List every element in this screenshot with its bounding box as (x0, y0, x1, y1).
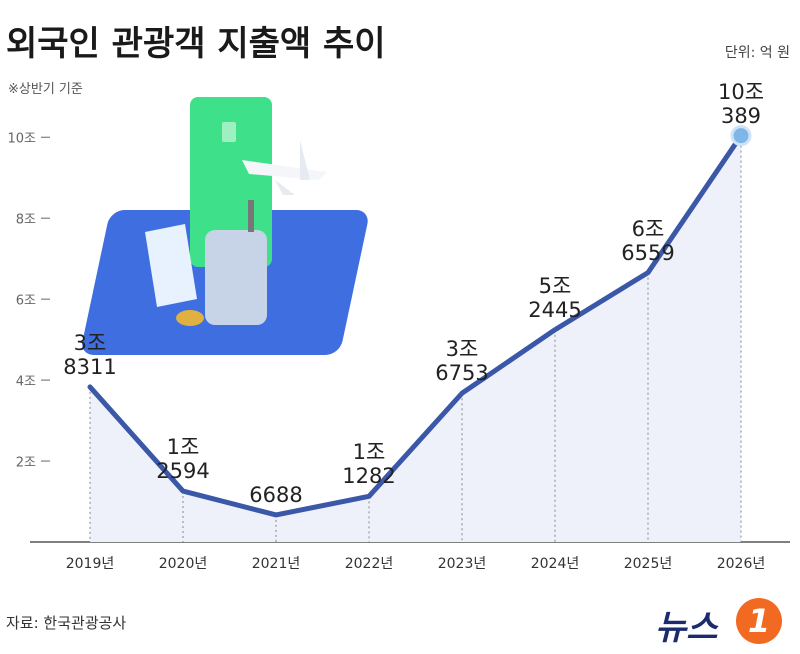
y-tick-label: 10조 (7, 131, 36, 147)
value-label: 3조 8311 (63, 330, 117, 379)
unit-label: 단위: 억 원 (724, 45, 790, 61)
area (90, 135, 741, 542)
value-label: 1조 2594 (156, 435, 210, 484)
x-tick-label: 2022년 (344, 556, 394, 572)
value-label: 6688 (249, 482, 303, 507)
x-tick-label: 2019년 (65, 556, 115, 572)
logo-number: 1 (736, 598, 782, 644)
x-tick-label: 2020년 (158, 556, 208, 572)
x-tick-label: 2024년 (530, 556, 580, 572)
value-label: 5조 2445 (528, 273, 582, 322)
y-tick-label: 6조 (15, 293, 36, 309)
value-label: 1조 1282 (342, 440, 396, 489)
x-tick-label: 2026년 (716, 556, 766, 572)
note: ※상반기 기준 (8, 82, 83, 97)
logo-text: 뉴스 (655, 608, 718, 648)
source: 자료: 한국관광공사 (6, 614, 127, 632)
x-tick-label: 2025년 (623, 556, 673, 572)
y-tick-label: 8조 (15, 212, 36, 228)
value-label: 6조 6559 (621, 216, 675, 265)
value-label: 10조389 (717, 79, 765, 128)
end-marker (730, 125, 752, 147)
x-tick-label: 2021년 (251, 556, 301, 572)
value-label: 3조 6753 (435, 337, 489, 386)
chart-title: 외국인 관광객 지출액 추이 (6, 24, 386, 64)
y-tick-label: 4조 (15, 374, 36, 390)
y-tick-label: 2조 (15, 455, 36, 471)
line (87, 133, 744, 518)
illustration (82, 97, 368, 355)
x-tick-label: 2023년 (437, 556, 487, 572)
